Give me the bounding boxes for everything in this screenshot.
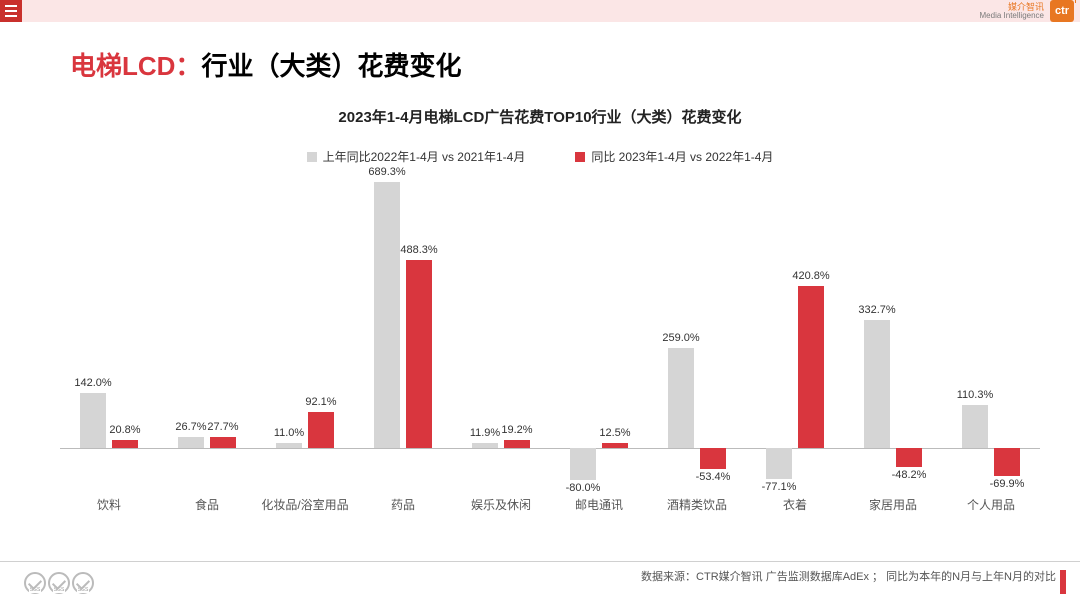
bar bbox=[80, 393, 106, 448]
category-label: 衣着 bbox=[746, 496, 844, 513]
bar bbox=[210, 437, 236, 448]
bar bbox=[864, 320, 890, 448]
bar-value-label: 20.8% bbox=[95, 424, 155, 436]
cert-badges: SGSSGSSGS bbox=[24, 572, 94, 594]
cert-badge: SGS bbox=[48, 572, 70, 594]
bar-value-label: -48.2% bbox=[879, 469, 939, 481]
legend-item-2: 同比 2023年1-4月 vs 2022年1-4月 bbox=[575, 148, 773, 165]
page-title: 电梯LCD：行业（大类）花费变化 bbox=[70, 46, 461, 83]
category-label: 酒精类饮品 bbox=[648, 496, 746, 513]
category-label: 食品 bbox=[158, 496, 256, 513]
accent-bar bbox=[1060, 570, 1066, 594]
title-red: 电梯LCD： bbox=[70, 51, 201, 81]
category-label: 家居用品 bbox=[844, 496, 942, 513]
divider bbox=[0, 561, 1080, 562]
axis-zero bbox=[60, 448, 1040, 449]
bar bbox=[962, 405, 988, 447]
category-label: 个人用品 bbox=[942, 496, 1040, 513]
bar-value-label: 142.0% bbox=[63, 377, 123, 389]
bar bbox=[504, 440, 530, 447]
category-label: 饮料 bbox=[60, 496, 158, 513]
category-label: 药品 bbox=[354, 496, 452, 513]
bar-value-label: 12.5% bbox=[585, 427, 645, 439]
legend-swatch-1 bbox=[307, 152, 317, 162]
menu-icon[interactable] bbox=[0, 0, 22, 22]
bar bbox=[994, 448, 1020, 476]
bar bbox=[276, 443, 302, 447]
cert-badge: SGS bbox=[24, 572, 46, 594]
category-label: 邮电通讯 bbox=[550, 496, 648, 513]
bar bbox=[570, 448, 596, 480]
bar-value-label: 19.2% bbox=[487, 424, 547, 436]
brand: 媒介智讯 Media Intelligence ctr bbox=[980, 0, 1074, 22]
bar-value-label: -80.0% bbox=[553, 482, 613, 494]
category-label: 娱乐及休闲 bbox=[452, 496, 550, 513]
footnote: 数据来源：CTR媒介智讯 广告监测数据库AdEx ； 同比为本年的N月与上年N月… bbox=[641, 568, 1056, 584]
bar bbox=[178, 437, 204, 447]
chart-title: 2023年1-4月电梯LCD广告花费TOP10行业（大类）花费变化 bbox=[0, 106, 1080, 127]
legend-item-1: 上年同比2022年1-4月 vs 2021年1-4月 bbox=[307, 148, 526, 165]
bar-value-label: 420.8% bbox=[781, 270, 841, 282]
bar-value-label: 27.7% bbox=[193, 421, 253, 433]
brand-logo: ctr bbox=[1050, 0, 1074, 22]
bar-value-label: 332.7% bbox=[847, 304, 907, 316]
bar bbox=[406, 260, 432, 448]
bar-value-label: 259.0% bbox=[651, 332, 711, 344]
bar bbox=[700, 448, 726, 470]
bar-value-label: 488.3% bbox=[389, 244, 449, 256]
bar bbox=[798, 286, 824, 448]
chart: 142.0%20.8%26.7%27.7%11.0%92.1%689.3%488… bbox=[60, 178, 1040, 524]
bar-value-label: -77.1% bbox=[749, 481, 809, 493]
bar-value-label: 689.3% bbox=[357, 166, 417, 178]
bar bbox=[374, 182, 400, 448]
bar-value-label: 110.3% bbox=[945, 389, 1005, 401]
cert-badge: SGS bbox=[72, 572, 94, 594]
bar bbox=[472, 443, 498, 448]
bar bbox=[308, 412, 334, 447]
legend: 上年同比2022年1-4月 vs 2021年1-4月 同比 2023年1-4月 … bbox=[0, 148, 1080, 165]
topbar bbox=[0, 0, 1080, 22]
title-black: 行业（大类）花费变化 bbox=[201, 51, 461, 81]
bar bbox=[896, 448, 922, 467]
bar-value-label: 92.1% bbox=[291, 396, 351, 408]
bar-value-label: -69.9% bbox=[977, 478, 1037, 490]
brand-en: Media Intelligence bbox=[980, 12, 1044, 20]
category-label: 化妆品/浴室用品 bbox=[256, 496, 354, 513]
bar bbox=[602, 443, 628, 448]
bar bbox=[668, 348, 694, 448]
legend-swatch-2 bbox=[575, 152, 585, 162]
legend-label-2: 同比 2023年1-4月 vs 2022年1-4月 bbox=[591, 148, 773, 165]
bar bbox=[766, 448, 792, 479]
legend-label-1: 上年同比2022年1-4月 vs 2021年1-4月 bbox=[323, 148, 526, 165]
bar-value-label: -53.4% bbox=[683, 471, 743, 483]
bar bbox=[112, 440, 138, 448]
